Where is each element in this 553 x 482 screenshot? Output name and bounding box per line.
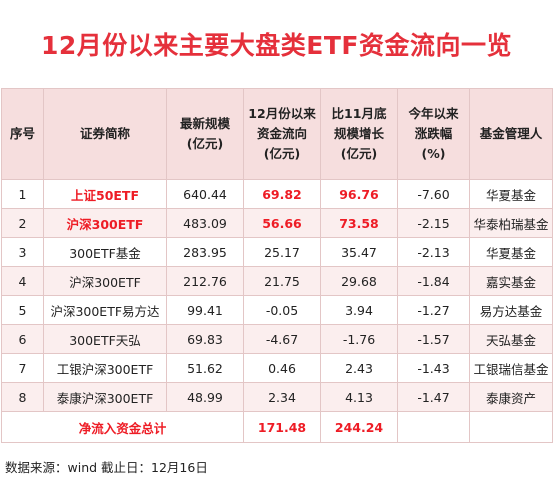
table-row: 3 300ETF基金 283.95 25.17 35.47 -2.13 华夏基金	[1, 237, 553, 267]
cell-scale: 51.62	[166, 353, 244, 383]
cell-seq: 1	[1, 179, 44, 209]
cell-name: 工银沪深300ETF	[43, 353, 167, 383]
cell-scale: 483.09	[166, 208, 244, 238]
cell-manager: 华夏基金	[469, 179, 553, 209]
page-title: 12月份以来主要大盘类ETF资金流向一览	[41, 31, 512, 60]
total-flow: 171.48	[243, 411, 321, 443]
cell-manager: 华泰柏瑞基金	[469, 208, 553, 238]
cell-change: -1.47	[397, 382, 470, 412]
cell-flow: -0.05	[243, 295, 321, 325]
table-row: 1 上证50ETF 640.44 69.82 96.76 -7.60 华夏基金	[1, 179, 553, 209]
cell-growth: 4.13	[320, 382, 398, 412]
cell-manager: 天弘基金	[469, 324, 553, 354]
cell-flow: -4.67	[243, 324, 321, 354]
cell-growth: 3.94	[320, 295, 398, 325]
cell-name: 沪深300ETF	[43, 208, 167, 238]
cell-flow: 56.66	[243, 208, 321, 238]
cell-manager: 泰康资产	[469, 382, 553, 412]
cell-manager: 华夏基金	[469, 237, 553, 267]
cell-manager: 易方达基金	[469, 295, 553, 325]
cell-name: 300ETF基金	[43, 237, 167, 267]
header-name: 证券简称	[43, 88, 167, 180]
cell-change: -2.13	[397, 237, 470, 267]
cell-growth: 35.47	[320, 237, 398, 267]
cell-name: 沪深300ETF	[43, 266, 167, 296]
cell-change: -1.84	[397, 266, 470, 296]
total-empty-cell	[397, 411, 470, 443]
header-manager: 基金管理人	[469, 88, 553, 180]
cell-growth: -1.76	[320, 324, 398, 354]
cell-name: 泰康沪深300ETF	[43, 382, 167, 412]
cell-seq: 3	[1, 237, 44, 267]
header-growth: 比11月底 规模增长 (亿元)	[320, 88, 398, 180]
cell-growth: 73.58	[320, 208, 398, 238]
cell-growth: 2.43	[320, 353, 398, 383]
cell-scale: 48.99	[166, 382, 244, 412]
cell-flow: 25.17	[243, 237, 321, 267]
table-header-row: 序号 证券简称 最新规模 (亿元) 12月份以来 资金流向 (亿元) 比11月底 规模增…	[1, 88, 553, 180]
table-row: 4 沪深300ETF 212.76 21.75 29.68 -1.84 嘉实基金	[1, 266, 553, 296]
total-row: 净流入资金总计 171.48 244.24	[1, 411, 553, 443]
cell-manager: 工银瑞信基金	[469, 353, 553, 383]
cell-seq: 2	[1, 208, 44, 238]
cell-seq: 7	[1, 353, 44, 383]
cell-growth: 29.68	[320, 266, 398, 296]
cell-flow: 21.75	[243, 266, 321, 296]
header-flow: 12月份以来 资金流向 (亿元)	[243, 88, 321, 180]
cell-change: -1.57	[397, 324, 470, 354]
header-scale: 最新规模 (亿元)	[166, 88, 244, 180]
total-growth: 244.24	[320, 411, 398, 443]
cell-seq: 6	[1, 324, 44, 354]
header-change: 今年以来 涨跌幅 (%)	[397, 88, 470, 180]
cell-seq: 4	[1, 266, 44, 296]
etf-flow-table: 序号 证券简称 最新规模 (亿元) 12月份以来 资金流向 (亿元) 比11月底 规模增…	[1, 88, 553, 443]
cell-scale: 640.44	[166, 179, 244, 209]
cell-scale: 212.76	[166, 266, 244, 296]
cell-scale: 99.41	[166, 295, 244, 325]
cell-seq: 8	[1, 382, 44, 412]
table-row: 8 泰康沪深300ETF 48.99 2.34 4.13 -1.47 泰康资产	[1, 382, 553, 412]
cell-name: 沪深300ETF易方达	[43, 295, 167, 325]
table-row: 6 300ETF天弘 69.83 -4.67 -1.76 -1.57 天弘基金	[1, 324, 553, 354]
cell-manager: 嘉实基金	[469, 266, 553, 296]
cell-growth: 96.76	[320, 179, 398, 209]
cell-flow: 0.46	[243, 353, 321, 383]
data-source-note: 数据来源：wind 截止日：12月16日	[5, 460, 208, 475]
cell-change: -2.15	[397, 208, 470, 238]
cell-flow: 2.34	[243, 382, 321, 412]
table-row: 5 沪深300ETF易方达 99.41 -0.05 3.94 -1.27 易方达…	[1, 295, 553, 325]
table-row: 2 沪深300ETF 483.09 56.66 73.58 -2.15 华泰柏瑞…	[1, 208, 553, 238]
cell-name: 上证50ETF	[43, 179, 167, 209]
cell-change: -1.43	[397, 353, 470, 383]
total-empty-cell	[469, 411, 553, 443]
table-row: 7 工银沪深300ETF 51.62 0.46 2.43 -1.43 工银瑞信基…	[1, 353, 553, 383]
cell-change: -7.60	[397, 179, 470, 209]
cell-flow: 69.82	[243, 179, 321, 209]
cell-change: -1.27	[397, 295, 470, 325]
cell-seq: 5	[1, 295, 44, 325]
cell-name: 300ETF天弘	[43, 324, 167, 354]
cell-scale: 69.83	[166, 324, 244, 354]
total-label: 净流入资金总计	[1, 411, 244, 443]
cell-scale: 283.95	[166, 237, 244, 267]
header-seq: 序号	[1, 88, 44, 180]
